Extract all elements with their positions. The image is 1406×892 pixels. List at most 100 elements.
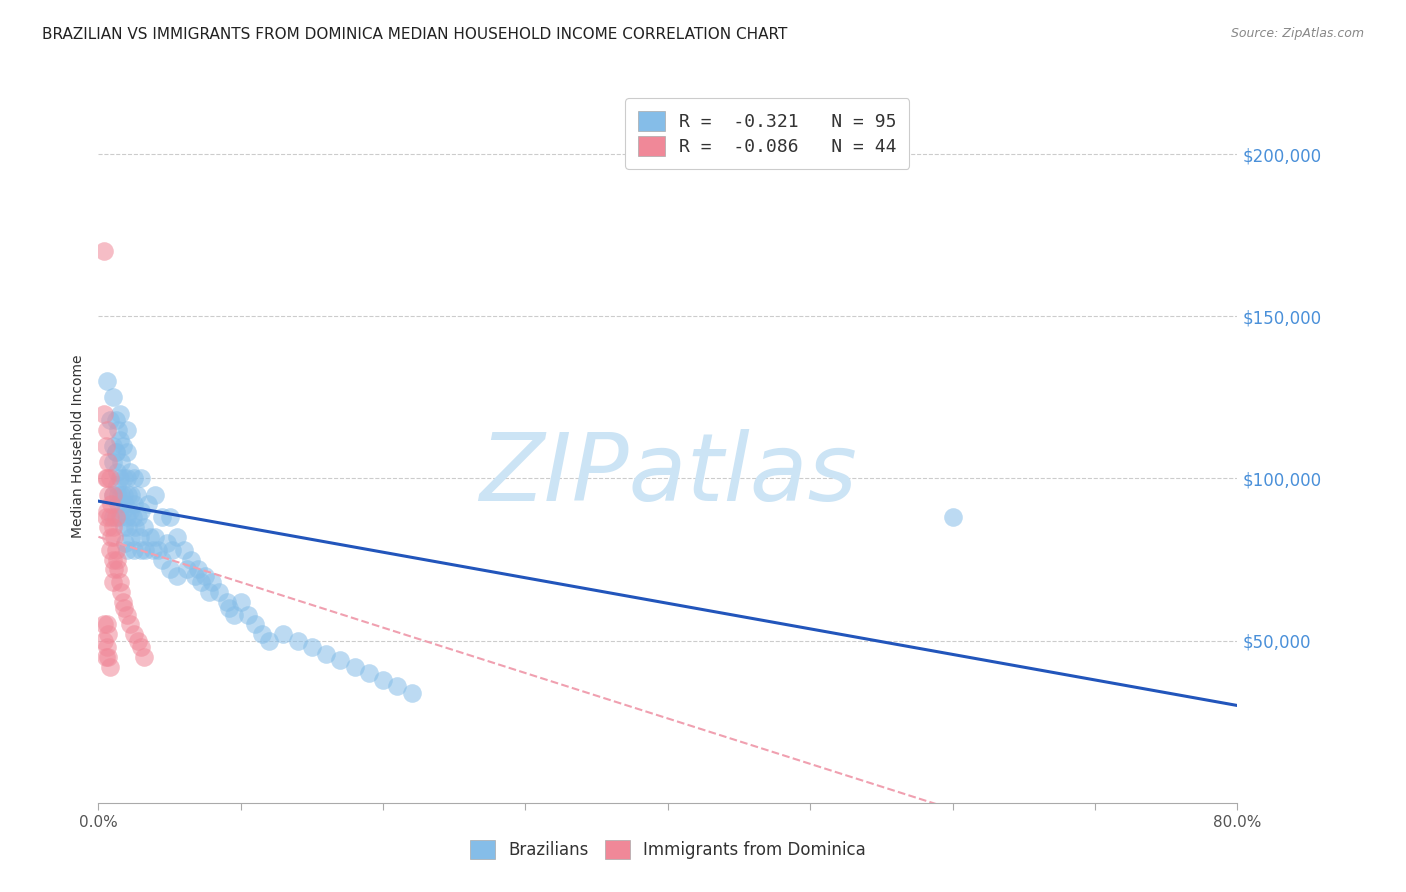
Point (132, 520, 155, 534)
Point (218, 601, 240, 615)
Point (121, 510, 143, 524)
Text: ZIPatlas: ZIPatlas (479, 429, 856, 520)
Point (94, 649, 117, 664)
Point (110, 585, 132, 599)
Point (128, 530, 150, 544)
Point (107, 497, 129, 511)
Point (104, 413, 127, 427)
Point (98, 510, 121, 524)
Point (100, 497, 122, 511)
Point (93, 244, 115, 259)
Point (108, 575, 131, 590)
Point (101, 488, 124, 502)
Point (159, 562, 181, 576)
Point (101, 552, 124, 566)
Point (107, 562, 129, 576)
Point (138, 530, 160, 544)
Point (176, 562, 198, 576)
Point (301, 640, 323, 654)
Point (111, 595, 134, 609)
Point (96, 504, 118, 518)
Point (315, 647, 337, 661)
Point (243, 617, 266, 632)
Point (96, 374, 118, 388)
Point (101, 439, 124, 453)
Point (180, 552, 202, 566)
Point (105, 552, 128, 566)
Point (94, 510, 117, 524)
Text: BRAZILIAN VS IMMIGRANTS FROM DOMINICA MEDIAN HOUSEHOLD INCOME CORRELATION CHART: BRAZILIAN VS IMMIGRANTS FROM DOMINICA ME… (42, 27, 787, 42)
Point (187, 562, 209, 576)
Point (208, 585, 231, 599)
Point (115, 607, 138, 622)
Point (101, 455, 124, 469)
Point (145, 488, 167, 502)
Point (97, 455, 120, 469)
Point (201, 575, 224, 590)
Point (129, 542, 152, 557)
Point (104, 542, 127, 557)
Point (134, 542, 156, 557)
Point (120, 488, 142, 502)
Point (103, 562, 125, 576)
Point (112, 471, 135, 485)
Point (101, 520, 124, 534)
Point (120, 530, 142, 544)
Point (115, 445, 138, 459)
Point (156, 536, 179, 550)
Point (287, 633, 309, 648)
Point (129, 504, 152, 518)
Point (159, 510, 181, 524)
Point (129, 640, 152, 654)
Point (93, 407, 115, 421)
Point (96, 423, 118, 437)
Point (166, 568, 188, 582)
Point (97, 627, 120, 641)
Point (108, 433, 131, 447)
Point (198, 585, 221, 599)
Point (273, 627, 295, 641)
Point (97, 649, 120, 664)
Point (97, 488, 120, 502)
Point (136, 497, 159, 511)
Point (114, 497, 136, 511)
Point (122, 542, 145, 557)
Point (104, 445, 127, 459)
Point (101, 390, 124, 404)
Y-axis label: Median Household Income: Median Household Income (70, 354, 84, 538)
Point (117, 520, 139, 534)
Point (112, 520, 135, 534)
Point (122, 497, 145, 511)
Point (162, 542, 184, 557)
Point (173, 542, 195, 557)
Point (152, 552, 174, 566)
Point (122, 627, 145, 641)
Point (104, 510, 127, 524)
Point (166, 530, 188, 544)
Point (110, 488, 132, 502)
Point (94, 439, 117, 453)
Point (105, 465, 128, 479)
Legend: Brazilians, Immigrants from Dominica: Brazilians, Immigrants from Dominica (463, 834, 873, 866)
Point (122, 471, 145, 485)
Point (115, 510, 138, 524)
Point (118, 465, 141, 479)
Point (98, 471, 121, 485)
Point (127, 633, 149, 648)
Point (105, 478, 128, 492)
Point (117, 488, 139, 502)
Point (127, 510, 149, 524)
Point (101, 575, 124, 590)
Point (215, 595, 238, 609)
Point (96, 471, 118, 485)
Point (357, 666, 380, 681)
Point (96, 617, 118, 632)
Point (250, 627, 273, 641)
Point (111, 439, 134, 453)
Point (110, 455, 132, 469)
Point (115, 471, 138, 485)
Point (373, 673, 395, 687)
Point (190, 575, 212, 590)
Point (107, 488, 129, 502)
Point (115, 542, 138, 557)
